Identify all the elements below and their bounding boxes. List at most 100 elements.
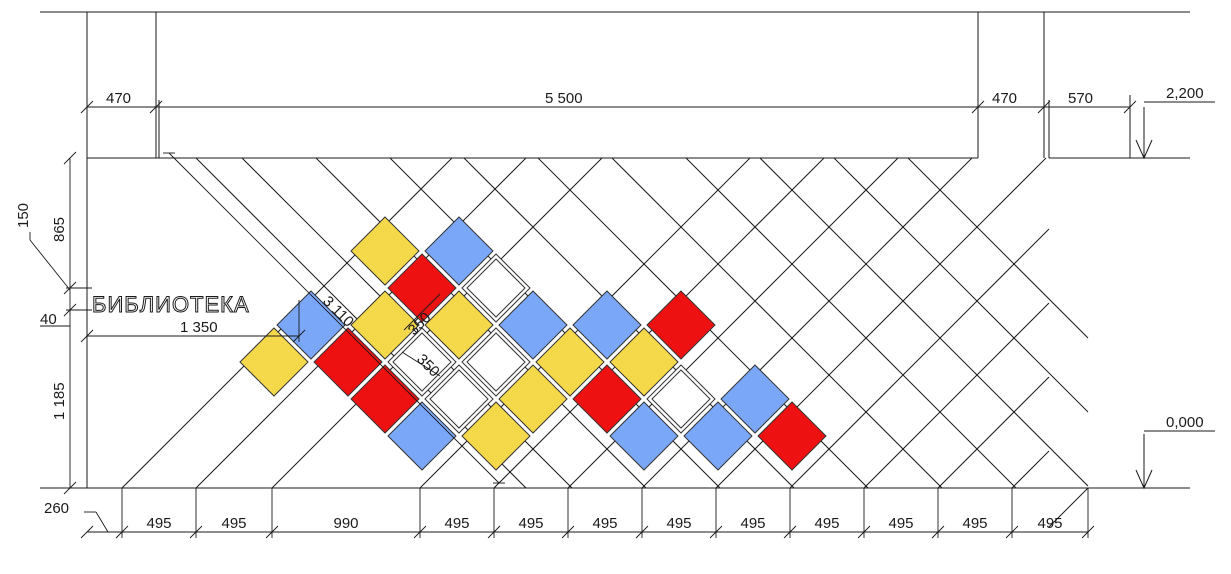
tile-red [757, 401, 827, 471]
left-dim-865: 865 [51, 217, 68, 242]
tile-red [350, 364, 420, 434]
tile-blue [720, 364, 790, 434]
tile-white [646, 364, 716, 434]
bottom-dim-label: 495 [666, 515, 691, 532]
bottom-tick [635, 525, 649, 539]
diagonal-rising [789, 228, 1050, 489]
tile-blue [609, 401, 679, 471]
tile-yellow [350, 290, 420, 360]
tile-white-inner [429, 369, 489, 429]
tile-yellow [498, 364, 568, 434]
top-dim-470-left: 470 [106, 90, 131, 107]
bottom-tick [487, 525, 501, 539]
bottom-dim-label: 990 [333, 515, 358, 532]
tile-white [387, 327, 457, 397]
tile-blue [424, 216, 494, 286]
bottom-tick [265, 525, 279, 539]
top-dim-5500: 5 500 [545, 90, 583, 107]
tile-blue [498, 290, 568, 360]
bottom-dim-label: 495 [962, 515, 987, 532]
diagonal-rising [1048, 487, 1089, 528]
sign-text: БИБЛИОТЕКА [92, 292, 250, 317]
tile-blue [387, 401, 457, 471]
diagonal-rising [863, 302, 1050, 489]
diagonal-falling [685, 157, 1017, 489]
level-mark-top-arrow [1135, 139, 1153, 160]
tile-white [424, 364, 494, 434]
bottom-dim-label: 495 [1037, 515, 1062, 532]
tile-dim-line-upper [403, 293, 441, 331]
bottom-dim-label: 495 [444, 515, 469, 532]
sign-width-tick [292, 329, 306, 343]
sign-width-label: 1 350 [180, 319, 218, 336]
level-top-label: 2,200 [1166, 85, 1204, 102]
bottom-tick [1081, 525, 1095, 539]
diagonal-falling [759, 157, 1089, 487]
tile-blue [276, 290, 346, 360]
left-dim-1185: 1 185 [51, 382, 68, 420]
diagonal-falling [833, 157, 1089, 413]
bottom-tick [115, 525, 129, 539]
bottom-dimension-ticks [80, 488, 1095, 539]
left-dim-40: 40 [40, 311, 57, 328]
diagonal-falling [907, 157, 1089, 339]
tile-red [572, 364, 642, 434]
bottom-tick [857, 525, 871, 539]
tile-red [313, 327, 383, 397]
top-dim-570: 570 [1068, 90, 1093, 107]
bottom-tick [189, 525, 203, 539]
diagonal-falling [611, 157, 943, 489]
bottom-tick [80, 525, 94, 539]
left-tick-1 [63, 151, 77, 165]
tile-blue [572, 290, 642, 360]
tile-yellow [609, 327, 679, 397]
sign-width-tick-left [80, 329, 94, 343]
tile-white [461, 253, 531, 323]
bottom-dim-label: 495 [221, 515, 246, 532]
tile-white-inner [651, 369, 711, 429]
tile-dim-line-lower [401, 351, 441, 377]
bottom-dimension-labels: 495 495 990 495 495 495 495 495 495 495 495 495 [146, 515, 1062, 532]
tile-pattern [239, 216, 827, 471]
tile-white [461, 327, 531, 397]
tile-blue [683, 401, 753, 471]
bottom-dim-label: 495 [814, 515, 839, 532]
left-dim-150: 150 [15, 203, 32, 228]
tile-yellow [424, 290, 494, 360]
left-tick-4 [63, 481, 77, 495]
diagonal-rising [1011, 450, 1050, 489]
bottom-dim-label: 495 [740, 515, 765, 532]
top-dimension-ticks [80, 100, 1137, 114]
tile-yellow [239, 327, 309, 397]
bottom-dim-label: 495 [518, 515, 543, 532]
bottom-tick [709, 525, 723, 539]
top-dim-470-right: 470 [992, 90, 1017, 107]
level-bottom-label: 0,000 [1166, 414, 1204, 431]
bottom-tick [413, 525, 427, 539]
level-mark-bottom-arrow [1135, 469, 1153, 490]
top-tick [80, 100, 94, 114]
top-tick [149, 100, 163, 114]
bottom-dim-label: 495 [888, 515, 913, 532]
tile-red [646, 290, 716, 360]
dim-260-leader-b [95, 511, 109, 533]
tile-yellow [461, 401, 531, 471]
bottom-dim-label: 495 [146, 515, 171, 532]
tile-white-inner [466, 258, 526, 318]
bottom-tick [1005, 525, 1019, 539]
tile-red [387, 253, 457, 323]
tile-yellow [350, 216, 420, 286]
top-tick [971, 100, 985, 114]
bottom-tick [561, 525, 575, 539]
top-tick [1123, 100, 1137, 114]
tile-white-inner [466, 332, 526, 392]
diag-dimension-line [168, 152, 500, 484]
bottom-tick [931, 525, 945, 539]
bottom-tick [783, 525, 797, 539]
top-tick [1037, 100, 1051, 114]
tile-yellow [535, 327, 605, 397]
bottom-dim-label: 495 [592, 515, 617, 532]
diagonal-rising [937, 376, 1050, 489]
leader-150-b [29, 239, 71, 291]
